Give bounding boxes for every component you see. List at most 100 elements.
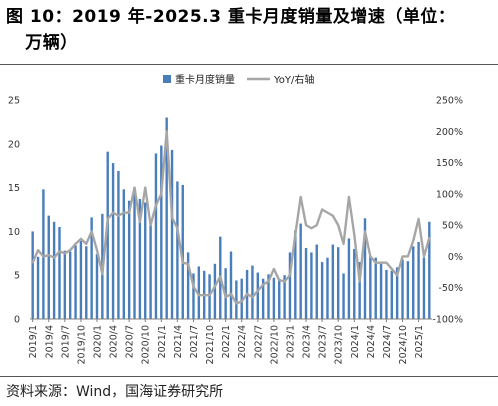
bar-2020/11 bbox=[149, 222, 152, 319]
x-tick-label: 2023/10 bbox=[334, 325, 345, 364]
bar-2023/9 bbox=[331, 244, 335, 319]
bar-2025/1 bbox=[417, 241, 420, 319]
yoy-point-2021/7 bbox=[192, 285, 195, 288]
yoy-point-2020/4 bbox=[112, 211, 114, 214]
bar-2024/9 bbox=[395, 267, 399, 319]
x-tick-label: 2023/7 bbox=[318, 325, 329, 358]
yoy-point-2022/11 bbox=[278, 279, 281, 282]
bar-2021/6 bbox=[186, 252, 190, 319]
bar-2022/8 bbox=[261, 278, 265, 319]
yoy-point-2024/7 bbox=[385, 261, 388, 264]
bar-2020/8 bbox=[133, 187, 136, 319]
yoy-point-2020/2 bbox=[101, 273, 104, 275]
yoy-point-2022/4 bbox=[240, 300, 243, 303]
bar-2023/10 bbox=[336, 247, 340, 319]
yoy-point-2020/11 bbox=[149, 224, 152, 226]
bar-2020/12 bbox=[154, 153, 158, 319]
bar-2023/6 bbox=[315, 244, 318, 319]
x-tick-label: 2021/7 bbox=[189, 325, 200, 358]
y-right-tick-label: -50% bbox=[438, 283, 463, 294]
yoy-point-2023/11 bbox=[342, 243, 345, 245]
bar-2024/8 bbox=[390, 270, 393, 319]
bar-2024/2 bbox=[358, 262, 361, 319]
yoy-point-2020/3 bbox=[106, 218, 109, 220]
x-tick-label: 2019/7 bbox=[60, 325, 71, 358]
x-tick-label: 2023/4 bbox=[302, 325, 313, 358]
yoy-point-2023/3 bbox=[299, 196, 302, 198]
yoy-point-2019/5 bbox=[53, 256, 55, 259]
yoy-point-2020/12 bbox=[155, 204, 157, 206]
yoy-point-2023/9 bbox=[332, 214, 334, 217]
bar-2021/4 bbox=[176, 181, 179, 319]
bar-2020/5 bbox=[117, 170, 120, 319]
yoy-point-2019/10 bbox=[80, 238, 82, 240]
yoy-point-2022/9 bbox=[267, 280, 270, 283]
y-left-tick-label: 15 bbox=[8, 183, 20, 194]
bar-2022/4 bbox=[240, 278, 243, 319]
bar-2024/12 bbox=[412, 246, 415, 319]
yoy-point-2022/10 bbox=[273, 268, 275, 270]
x-tick-label: 2021/1 bbox=[157, 325, 168, 358]
yoy-point-2020/1 bbox=[96, 249, 98, 251]
yoy-point-2024/6 bbox=[380, 261, 382, 264]
yoy-point-2020/7 bbox=[128, 211, 130, 214]
bar-2022/3 bbox=[235, 280, 238, 319]
legend-swatch-sales bbox=[163, 75, 171, 83]
yoy-point-2022/6 bbox=[251, 296, 254, 298]
y-right-tick-label: 250% bbox=[436, 96, 463, 107]
yoy-point-2024/2 bbox=[358, 280, 361, 283]
yoy-point-2023/12 bbox=[348, 196, 350, 198]
bar-2020/1 bbox=[95, 254, 99, 319]
y-left-tick-label: 20 bbox=[8, 139, 20, 150]
bar-2021/3 bbox=[170, 149, 174, 319]
yoy-point-2019/1 bbox=[31, 261, 34, 264]
yoy-point-2019/8 bbox=[69, 249, 71, 251]
bar-2020/6 bbox=[122, 189, 125, 319]
y-left-tick-label: 0 bbox=[14, 315, 20, 326]
yoy-point-2021/10 bbox=[208, 294, 211, 297]
x-tick-label: 2023/1 bbox=[285, 325, 296, 358]
bar-2024/11 bbox=[406, 261, 410, 319]
bar-2022/7 bbox=[256, 272, 259, 319]
bar-2023/12 bbox=[347, 238, 351, 319]
yoy-point-2022/7 bbox=[257, 290, 259, 292]
yoy-point-2021/4 bbox=[176, 227, 179, 230]
bar-2020/9 bbox=[138, 198, 142, 319]
yoy-point-2019/2 bbox=[37, 249, 39, 251]
x-tick-label: 2021/4 bbox=[173, 325, 184, 358]
figure-title: 图 10：2019 年-2025.3 重卡月度销量及增速（单位： 万辆） bbox=[6, 7, 456, 53]
bar-series bbox=[31, 117, 431, 319]
bar-2025/2 bbox=[422, 257, 426, 319]
yoy-point-2021/12 bbox=[219, 275, 222, 278]
bar-2022/12 bbox=[283, 275, 286, 319]
bar-2022/11 bbox=[278, 278, 281, 319]
bar-2023/4 bbox=[304, 248, 308, 319]
yoy-point-2023/6 bbox=[315, 224, 318, 226]
yoy-point-2023/7 bbox=[321, 208, 323, 211]
bar-2023/7 bbox=[320, 262, 324, 319]
bar-2019/10 bbox=[79, 241, 83, 319]
x-tick-label: 2022/1 bbox=[221, 325, 232, 358]
bar-2023/3 bbox=[299, 223, 302, 319]
x-tick-label: 2020/1 bbox=[93, 325, 104, 358]
bar-2022/6 bbox=[251, 265, 254, 319]
yoy-point-2024/3 bbox=[364, 230, 366, 233]
bar-2019/11 bbox=[85, 246, 88, 319]
yoy-point-2024/5 bbox=[374, 261, 377, 264]
bar-2024/3 bbox=[363, 218, 367, 319]
bar-2019/1 bbox=[31, 231, 34, 319]
bar-2022/9 bbox=[267, 274, 270, 319]
x-tick-label: 2019/10 bbox=[76, 325, 87, 364]
yoy-point-2019/6 bbox=[58, 250, 61, 253]
bar-2023/5 bbox=[310, 252, 313, 319]
x-tick-label: 2020/10 bbox=[141, 325, 152, 364]
bar-2019/12 bbox=[90, 217, 93, 319]
bar-2025/3 bbox=[428, 221, 431, 319]
bar-2021/8 bbox=[197, 266, 201, 319]
yoy-point-2019/3 bbox=[42, 255, 45, 258]
bar-2021/2 bbox=[165, 117, 168, 319]
yoy-point-2019/12 bbox=[90, 230, 93, 233]
bar-2019/5 bbox=[52, 221, 56, 319]
y-left-tick-label: 5 bbox=[14, 271, 20, 282]
bar-2024/5 bbox=[374, 257, 377, 319]
